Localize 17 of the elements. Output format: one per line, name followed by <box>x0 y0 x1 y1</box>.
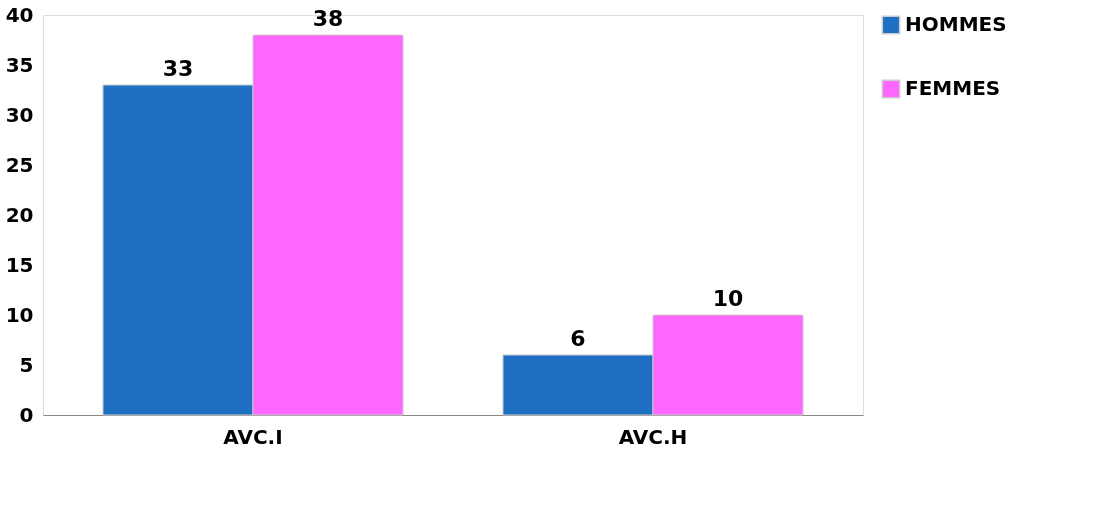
y-tick-label: 35 <box>5 52 34 77</box>
legend-label: FEMMES <box>905 76 1001 100</box>
y-tick-label: 5 <box>19 352 34 377</box>
data-label: 6 <box>570 326 586 351</box>
y-tick-label: 0 <box>19 402 34 427</box>
legend-label: HOMMES <box>905 12 1007 36</box>
y-tick-label: 15 <box>5 252 34 277</box>
data-label: 10 <box>712 286 744 311</box>
y-tick-label: 20 <box>5 202 34 227</box>
data-label: 38 <box>312 6 344 31</box>
x-tick-label: AVC.H <box>618 424 688 449</box>
y-tick-label: 30 <box>5 102 34 127</box>
data-label: 33 <box>162 56 194 81</box>
y-tick-label: 40 <box>5 2 34 27</box>
y-tick-label: 25 <box>5 152 34 177</box>
y-tick-label: 10 <box>5 302 34 327</box>
x-tick-label: AVC.I <box>223 424 283 449</box>
